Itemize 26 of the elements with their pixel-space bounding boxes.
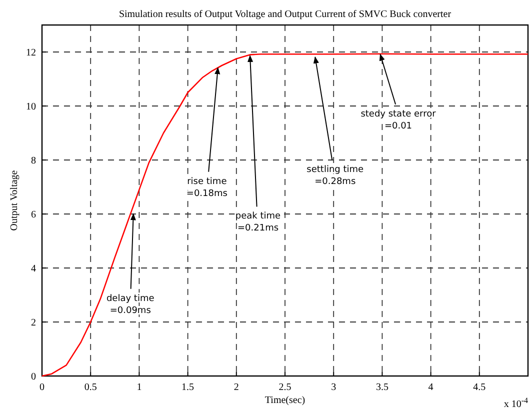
chart-title: Simulation results of Output Voltage and Output Current of SMVC Buck converter xyxy=(118,9,452,20)
x-tick-label: 4 xyxy=(428,382,434,393)
y-tick-label: 4 xyxy=(31,264,36,274)
x-tick-label: 4.5 xyxy=(473,382,486,393)
y-tick-label: 12 xyxy=(26,48,36,58)
y-axis-title: Output Voltage xyxy=(9,170,20,231)
y-tick-label: 0 xyxy=(31,372,36,382)
x-tick-label: 2 xyxy=(234,382,239,393)
y-tick-label: 6 xyxy=(31,210,36,220)
x-tick-label: 0.5 xyxy=(84,382,97,393)
annotation: stedy state error =0.01 xyxy=(360,109,436,132)
text: x 10$^{-4}$ xyxy=(504,396,528,410)
x-axis-title: Time(sec) xyxy=(264,395,306,406)
y-tick-label: 10 xyxy=(26,102,36,112)
y-tick-label: 2 xyxy=(31,318,36,328)
annotation: rise time =0.18ms xyxy=(186,176,228,199)
x-tick-label: 3 xyxy=(331,382,336,393)
line-series xyxy=(41,53,529,377)
annotation: delay time =0.09ms xyxy=(106,294,155,316)
x-tick-label: 2.5 xyxy=(278,382,292,393)
x-tick-label: 1 xyxy=(136,382,142,393)
x-tick-label: 0 xyxy=(40,382,44,393)
y-tick-label: 8 xyxy=(31,156,36,166)
annotation: peak time =0.21ms xyxy=(235,212,282,234)
x-tick-label: 1.5 xyxy=(182,382,194,393)
x-tick-label: 3.5 xyxy=(376,382,388,393)
